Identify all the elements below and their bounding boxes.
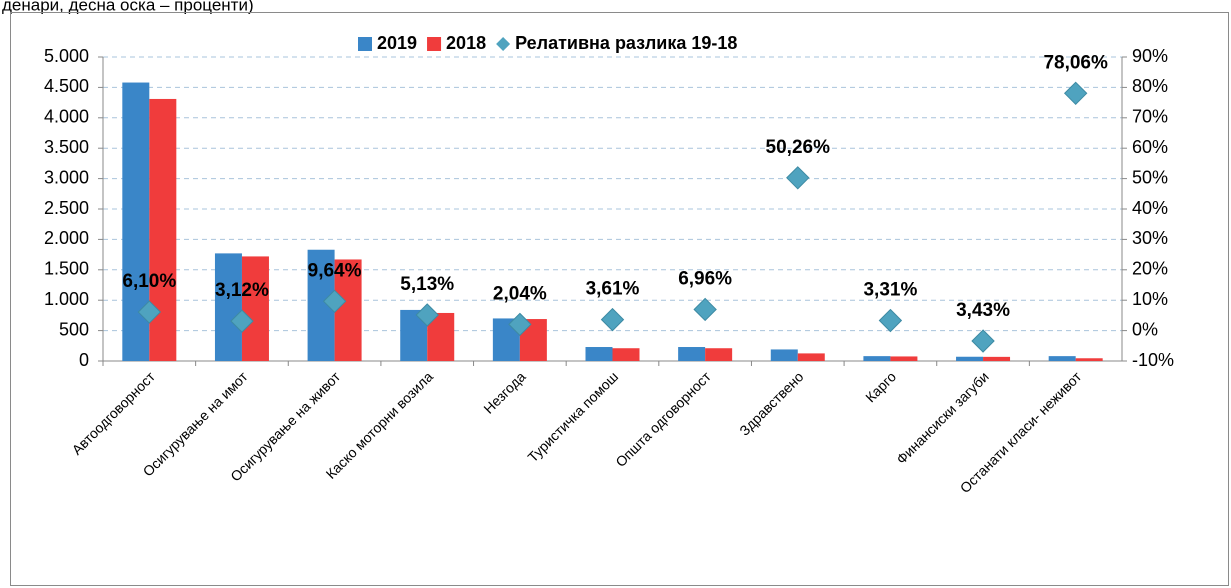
bar: [863, 356, 891, 361]
diamond-marker: [230, 309, 254, 333]
diamond-marker: [415, 303, 439, 327]
bar: [585, 347, 613, 361]
legend-marker: [358, 37, 372, 51]
y2-tick-label: 80%: [1132, 76, 1168, 96]
x-tick-label: Каско моторни возила: [323, 368, 437, 482]
legend-label: Релативна разлика 19-18: [515, 33, 737, 53]
y-tick-label: 2.500: [44, 198, 89, 218]
data-label: 3,12%: [215, 280, 269, 301]
y-tick-label: 3.500: [44, 137, 89, 157]
diamond-marker: [508, 312, 532, 337]
data-label: 3,31%: [863, 280, 917, 301]
diamond-marker: [1063, 81, 1088, 106]
y2-tick-label: 90%: [1132, 46, 1168, 66]
data-label: 9,64%: [308, 260, 362, 281]
data-label: 6,96%: [678, 268, 732, 289]
x-tick-label: Осигурување на имот: [140, 368, 252, 480]
x-tick-label: Општа одговорност: [612, 368, 714, 470]
x-tick-label: Финансиски загуби: [893, 368, 992, 467]
diamond-marker: [878, 308, 903, 333]
bar: [334, 259, 362, 361]
caption: денари, десна оска – проценти): [2, 0, 254, 14]
bar: [770, 349, 798, 361]
x-tick-label: Туристичка помош: [524, 368, 621, 465]
y2-tick-label: 30%: [1132, 228, 1168, 248]
data-label: 3,43%: [956, 300, 1010, 321]
y-tick-label: 5.000: [44, 46, 89, 66]
diamond-marker: [693, 297, 717, 322]
y2-tick-label: 60%: [1132, 137, 1168, 157]
y2-tick-label: 10%: [1132, 289, 1168, 309]
chart-frame: [10, 12, 1229, 586]
bar: [956, 356, 984, 361]
x-tick-label: Здравствено: [736, 368, 806, 438]
y2-tick-label: 0%: [1132, 319, 1158, 339]
legend-marker: [496, 37, 511, 51]
bar: [890, 356, 918, 361]
legend-label: 2018: [446, 33, 486, 53]
bar: [797, 353, 825, 361]
bar: [705, 348, 733, 361]
diamond-marker: [137, 300, 162, 324]
data-label: 50,26%: [766, 137, 831, 158]
y2-tick-label: 20%: [1132, 259, 1168, 279]
bar: [1048, 356, 1076, 361]
data-label: 2,04%: [493, 283, 547, 304]
data-label: 3,61%: [586, 279, 640, 300]
legend-label: 2019: [377, 33, 417, 53]
data-label: 5,13%: [400, 274, 454, 295]
y-tick-label: 500: [59, 319, 89, 339]
y2-tick-label: 40%: [1132, 198, 1168, 218]
y2-tick-label: -10%: [1132, 350, 1174, 370]
bar: [149, 98, 177, 362]
y-tick-label: 1.000: [44, 289, 89, 309]
data-label: 78,06%: [1043, 52, 1108, 73]
diamond-marker: [971, 329, 995, 353]
y2-tick-label: 50%: [1132, 167, 1168, 187]
y2-tick-label: 70%: [1132, 107, 1168, 127]
x-tick-label: Автоодговорност: [69, 368, 159, 458]
y-tick-label: 4.000: [44, 107, 89, 127]
x-tick-label: Карго: [862, 368, 899, 405]
y-tick-label: 3.000: [44, 167, 89, 187]
y-tick-label: 0: [79, 350, 89, 370]
y-tick-label: 2.000: [44, 228, 89, 248]
bar: [214, 253, 242, 361]
diamond-marker: [786, 166, 810, 190]
legend-marker: [427, 37, 442, 51]
y-tick-label: 4.500: [44, 76, 89, 96]
diamond-marker: [322, 289, 347, 314]
bar: [1075, 358, 1103, 361]
data-label: 6,10%: [122, 271, 176, 292]
bar: [241, 256, 269, 361]
x-tick-label: Незгода: [480, 368, 528, 416]
bar: [678, 347, 706, 361]
diamond-marker: [600, 307, 625, 332]
bar: [612, 348, 640, 361]
y-tick-label: 1.500: [44, 259, 89, 279]
bar: [983, 356, 1011, 361]
